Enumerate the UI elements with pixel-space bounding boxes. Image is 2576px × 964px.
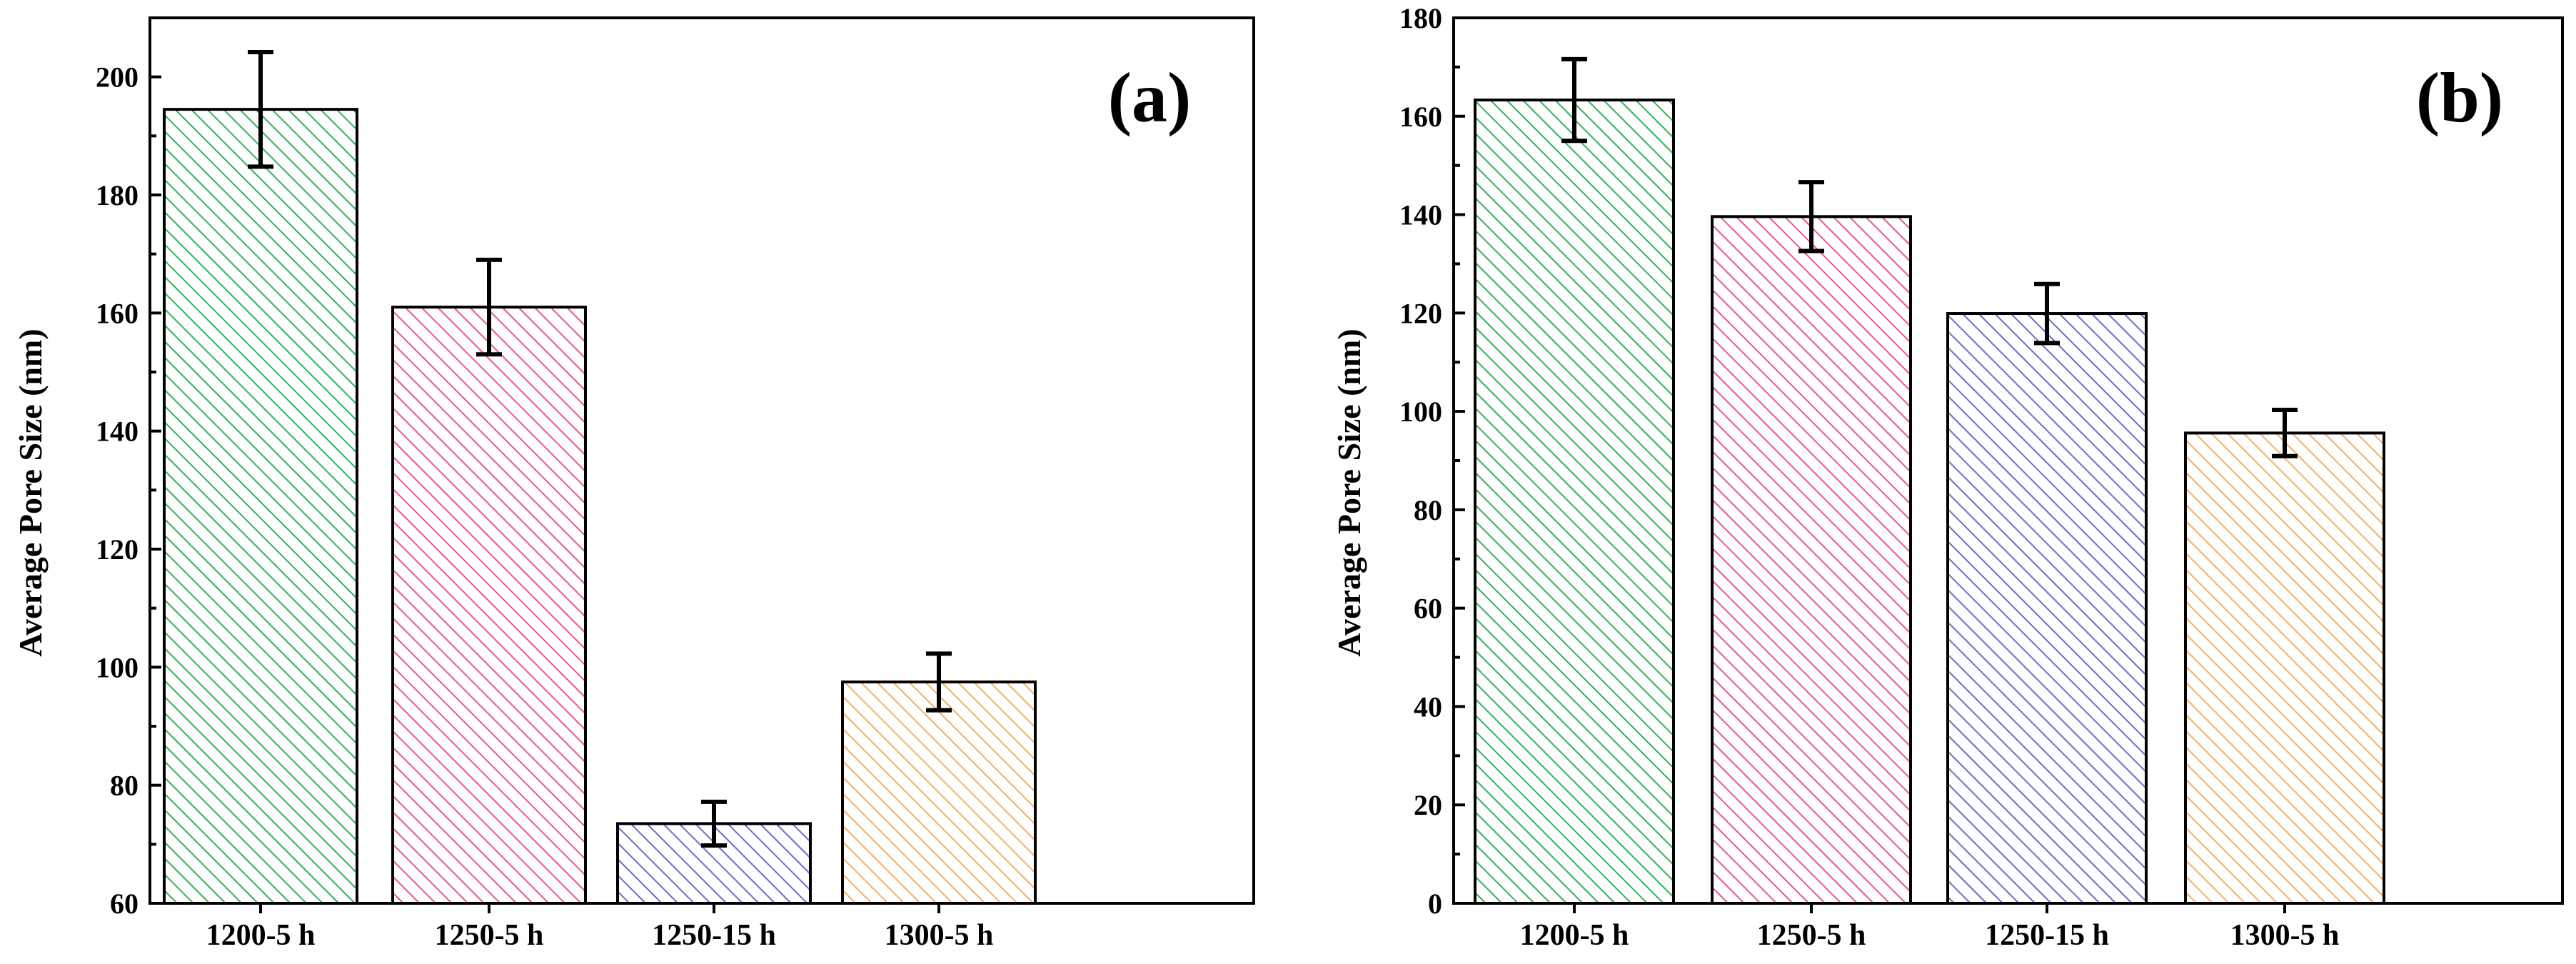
y-tick-label: 40 (1414, 691, 1442, 723)
chart-panel-b: Average Pore Size (nm) (b) 0 20 40 60 80 100 1… (1331, 2, 2564, 952)
y-tick-label: 180 (96, 179, 139, 211)
panel-label-b: (b) (2416, 58, 2503, 137)
x-ticks-b: 1200-5 h 1250-5 h 1250-15 h 1300-5 h (1520, 903, 2340, 952)
x-tick-label: 1300-5 h (885, 919, 994, 952)
y-tick-label: 100 (96, 651, 139, 683)
y-tick-label: 180 (1399, 2, 1442, 34)
bar-1250-15h (1948, 313, 2146, 903)
y-tick-label: 160 (1399, 101, 1442, 133)
y-tick-label: 0 (1428, 888, 1442, 920)
x-tick-label: 1250-5 h (435, 919, 544, 952)
bars-a (163, 49, 1037, 905)
y-ticks-a: 60 80 100 120 140 160 180 200 (96, 61, 161, 920)
y-tick-label: 60 (110, 888, 139, 920)
x-tick-label: 1250-15 h (652, 919, 776, 952)
y-axis-label-b: Average Pore Size (nm) (1331, 328, 1367, 656)
bars-b (1474, 56, 2385, 905)
y-tick-label: 100 (1399, 396, 1442, 428)
y-tick-label: 200 (96, 61, 139, 94)
y-tick-label: 20 (1414, 789, 1442, 821)
x-tick-label: 1300-5 h (2230, 919, 2340, 952)
x-tick-label: 1200-5 h (206, 919, 316, 952)
bar-1250-5h (1712, 216, 1911, 903)
bar-1200-5h (164, 109, 357, 904)
y-tick-label: 160 (96, 297, 139, 329)
y-ticks-b: 0 20 40 60 80 100 120 140 160 180 (1399, 2, 1465, 920)
y-tick-label: 140 (1399, 199, 1442, 231)
x-ticks-a: 1200-5 h 1250-5 h 1250-15 h 1300-5 h (206, 903, 994, 952)
plot-frame-a (149, 16, 1255, 905)
x-tick-label: 1250-5 h (1757, 919, 1866, 952)
bar-1300-5h (2185, 433, 2384, 903)
y-tick-label: 80 (110, 770, 139, 802)
y-tick-label: 80 (1414, 494, 1442, 526)
y-axis-label-a: Average Pore Size (nm) (12, 328, 49, 656)
y-tick-label: 60 (1414, 593, 1442, 625)
bar-1300-5h (842, 682, 1035, 903)
panel-label-a: (a) (1108, 58, 1192, 137)
plot-frame-b (1452, 16, 2564, 905)
bar-1250-5h (393, 307, 585, 904)
y-tick-label: 120 (1399, 297, 1442, 329)
chart-panel-a: Average Pore Size (nm) (a) 60 80 100 120 140… (12, 16, 1255, 952)
bar-1200-5h (1475, 100, 1674, 904)
y-tick-label: 140 (96, 416, 139, 448)
x-tick-label: 1250-15 h (1985, 919, 2109, 952)
x-tick-label: 1200-5 h (1520, 919, 1629, 952)
y-tick-label: 120 (96, 533, 139, 566)
